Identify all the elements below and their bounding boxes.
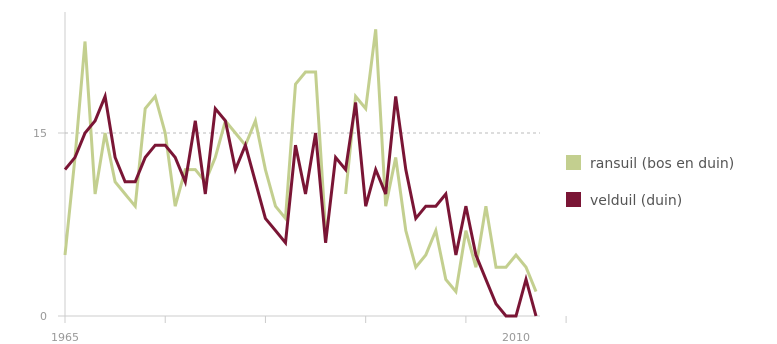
y-tick-label: 0 (40, 310, 47, 323)
legend: ransuil (bos en duin) velduil (duin) (566, 155, 734, 209)
legend-label: velduil (duin) (590, 193, 682, 209)
series-layer (63, 29, 538, 318)
series-2 (63, 90, 538, 318)
series-line (63, 90, 538, 318)
axes (58, 12, 567, 323)
series-line (344, 29, 538, 296)
legend-swatch (566, 155, 581, 170)
legend-swatch (566, 192, 581, 207)
legend-label: ransuil (bos en duin) (590, 156, 734, 172)
x-tick-label: 1965 (51, 331, 79, 344)
x-tick-label: 2010 (502, 331, 530, 344)
y-tick-label: 15 (33, 127, 47, 140)
series-line (63, 41, 328, 256)
tick-labels: 0 15 1965 2010 (33, 127, 530, 344)
series-1 (63, 29, 538, 296)
